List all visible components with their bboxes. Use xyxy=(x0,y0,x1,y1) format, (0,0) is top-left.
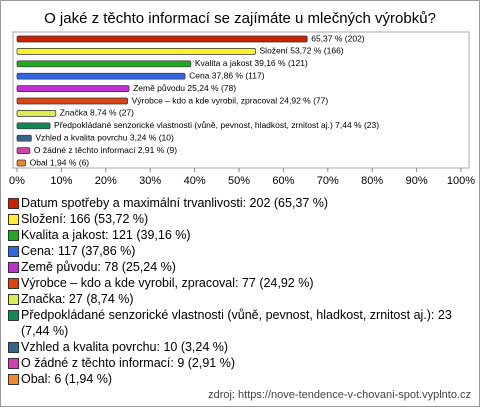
x-tick-label: 100% xyxy=(447,175,475,187)
legend-swatch xyxy=(8,342,19,353)
legend-item: Složení: 166 (53,72 %) xyxy=(8,211,472,227)
legend-swatch xyxy=(8,262,19,273)
x-tick-label: 90% xyxy=(406,175,428,187)
legend-item: Cena: 117 (37,86 %) xyxy=(8,243,472,259)
x-tick-label: 80% xyxy=(361,175,383,187)
legend-label: Výrobce – kdo a kde vyrobil, zpracoval: … xyxy=(21,276,314,290)
value-label: Výrobce – kdo a kde vyrobil, zpracoval 2… xyxy=(132,95,329,105)
legend-item: Země původu: 78 (25,24 %) xyxy=(8,259,472,275)
x-tick-label: 50% xyxy=(228,175,250,187)
source: zdroj: https://nove-tendence-v-chovani-s… xyxy=(208,389,471,401)
legend-swatch xyxy=(8,230,19,241)
x-tick-label: 0% xyxy=(9,175,25,187)
legend-label: Kvalita a jakost: 121 (39,16 %) xyxy=(21,228,191,242)
value-label: Vzhled a kvalita povrchu 3,24 % (10) xyxy=(35,132,174,142)
bar xyxy=(16,48,256,55)
value-label: Cena 37,86 % (117) xyxy=(189,70,265,80)
x-tick-label: 60% xyxy=(272,175,294,187)
x-tick-label: 40% xyxy=(184,175,206,187)
plot: O jaké z těchto informací se zajímáte u … xyxy=(9,10,475,187)
x-tick-label: 20% xyxy=(95,175,117,187)
legend-label: Vzhled a kvalita povrchu: 10 (3,24 %) xyxy=(21,340,229,354)
chart-title: O jaké z těchto informací se zajímáte u … xyxy=(44,10,436,27)
legend-swatch xyxy=(8,374,19,385)
bar xyxy=(16,147,31,154)
legend-item: Výrobce – kdo a kde vyrobil, zpracoval: … xyxy=(8,275,472,291)
legend-label: Předpokládané senzorické vlastnosti (vůn… xyxy=(21,308,452,338)
bar xyxy=(16,110,57,117)
legend-swatch xyxy=(8,246,19,257)
bar xyxy=(16,35,308,43)
legend-item: Obal: 6 (1,94 %) xyxy=(8,371,472,387)
legend-label: Cena: 117 (37,86 %) xyxy=(21,244,136,258)
value-label: O žádné z těchto informací 2,91 % (9) xyxy=(34,145,177,155)
value-label: Kvalita a jakost 39,16 % (121) xyxy=(195,58,308,68)
legend-swatch xyxy=(8,294,19,305)
x-tick-label: 10% xyxy=(50,175,72,187)
value-label: Obal 1,94 % (6) xyxy=(30,157,90,167)
legend-item: Datum spotřeby a maximální trvanlivosti:… xyxy=(8,195,472,211)
bar xyxy=(16,97,128,105)
value-label: Značka 8,74 % (27) xyxy=(60,108,134,118)
legend-item: Kvalita a jakost: 121 (39,16 %) xyxy=(8,227,472,243)
x-tick-label: 30% xyxy=(139,175,161,187)
legend-label: Obal: 6 (1,94 %) xyxy=(21,372,113,386)
value-label: Země původu 25,24 % (78) xyxy=(133,83,236,93)
legend-label: Země původu: 78 (25,24 %) xyxy=(21,260,176,274)
legend-label: Datum spotřeby a maximální trvanlivosti:… xyxy=(21,196,329,210)
legend-swatch xyxy=(8,278,19,289)
x-tick-label: 70% xyxy=(317,175,339,187)
legend-item: Předpokládané senzorické vlastnosti (vůn… xyxy=(8,307,472,339)
legend-label: O žádné z těchto informací: 9 (2,91 %) xyxy=(21,356,235,370)
bar xyxy=(16,134,32,142)
legend-swatch xyxy=(8,310,19,321)
legend-swatch xyxy=(8,214,19,225)
legend-item: Vzhled a kvalita povrchu: 10 (3,24 %) xyxy=(8,339,472,355)
legend-item: Značka: 27 (8,74 %) xyxy=(8,291,472,307)
legend: Datum spotřeby a maximální trvanlivosti:… xyxy=(8,195,472,387)
value-label: Předpokládané senzorické vlastnosti (vůn… xyxy=(54,120,379,130)
legend-label: Složení: 166 (53,72 %) xyxy=(21,212,149,226)
bar xyxy=(16,159,26,167)
bar xyxy=(16,122,51,130)
bar xyxy=(16,60,192,68)
legend-label: Značka: 27 (8,74 %) xyxy=(21,292,134,306)
value-label: Složení 53,72 % (166) xyxy=(260,46,344,56)
legend-swatch xyxy=(8,358,19,369)
legend-item: O žádné z těchto informací: 9 (2,91 %) xyxy=(8,355,472,371)
legend-swatch xyxy=(8,198,19,209)
bar xyxy=(16,72,186,80)
bar xyxy=(16,85,130,92)
value-label: 65,37 % (202) xyxy=(311,33,365,43)
